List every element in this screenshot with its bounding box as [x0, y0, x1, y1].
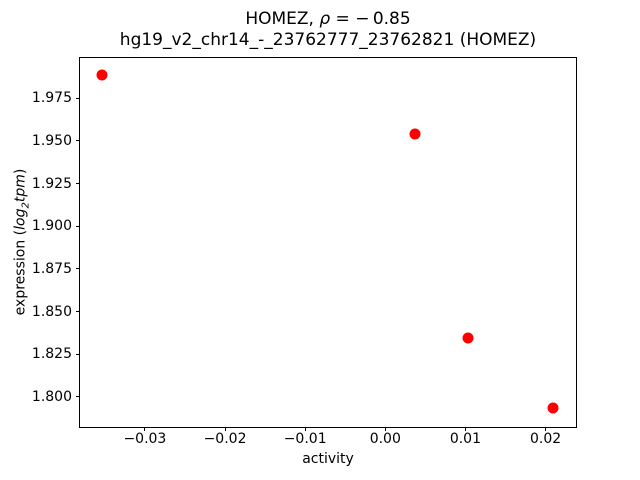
y-tick-label: 1.800 [31, 388, 72, 405]
x-tick-mark [384, 427, 386, 431]
y-tick-mark [76, 225, 80, 227]
x-tick-mark [545, 427, 547, 431]
y-tick-label: 1.950 [31, 132, 72, 149]
x-tick-label: 0.00 [369, 431, 401, 447]
x-tick-mark [144, 427, 146, 431]
y-tick-mark [76, 268, 80, 270]
x-tick-label: −0.03 [123, 431, 167, 447]
y-tick-mark [76, 97, 80, 99]
ylabel-tpm: tpm [12, 174, 29, 203]
x-tick-label: −0.02 [203, 431, 247, 447]
y-tick-mark [76, 311, 80, 312]
y-tick-mark [76, 140, 80, 142]
y-tick-mark [76, 396, 80, 398]
y-tick-mark [76, 183, 80, 185]
y-tick-label: 1.825 [31, 346, 72, 363]
plot-area: −0.03 −0.02 −0.01 0.00 0.01 0.02 1.800 1.825 1.8… [32, 57, 577, 447]
y-tick-label: 1.975 [31, 90, 72, 107]
title-prefix: HOMEZ, [245, 9, 320, 29]
title-rho-symbol: ρ [319, 9, 331, 29]
title-rho-value: = − 0.85 [330, 9, 411, 29]
y-tick-mark [76, 353, 80, 355]
y-tick-label: 1.850 [31, 303, 72, 320]
ylabel-prefix: expression ( [12, 229, 29, 316]
data-point [96, 69, 108, 81]
y-tick-label: 1.875 [31, 260, 72, 277]
chart-title-line1: HOMEZ, ρ = − 0.85 [79, 9, 577, 30]
x-tick-mark [304, 427, 306, 431]
y-tick-label: 1.900 [31, 218, 72, 235]
data-point [547, 402, 559, 414]
ylabel-suffix: ) [12, 168, 29, 175]
chart-title: HOMEZ, ρ = − 0.85 hg19_v2_chr14_-_237627… [79, 9, 577, 51]
x-tick-mark [224, 427, 226, 431]
ylabel-log: log [12, 208, 29, 230]
ylabel-subscript: 2 [20, 202, 32, 209]
x-axis-label: activity [302, 451, 354, 467]
x-tick-label: 0.02 [529, 431, 562, 447]
chart-title-line2: hg19_v2_chr14_-_23762777_23762821 (HOMEZ… [119, 30, 537, 50]
x-tick-mark [464, 427, 466, 431]
x-tick-label: −0.01 [283, 431, 327, 447]
data-point [462, 332, 474, 344]
x-tick-label: 0.01 [449, 431, 481, 447]
y-tick-label: 1.925 [31, 175, 72, 192]
data-point [409, 128, 421, 140]
y-axis-label: expression (log2tpm) [13, 169, 32, 316]
